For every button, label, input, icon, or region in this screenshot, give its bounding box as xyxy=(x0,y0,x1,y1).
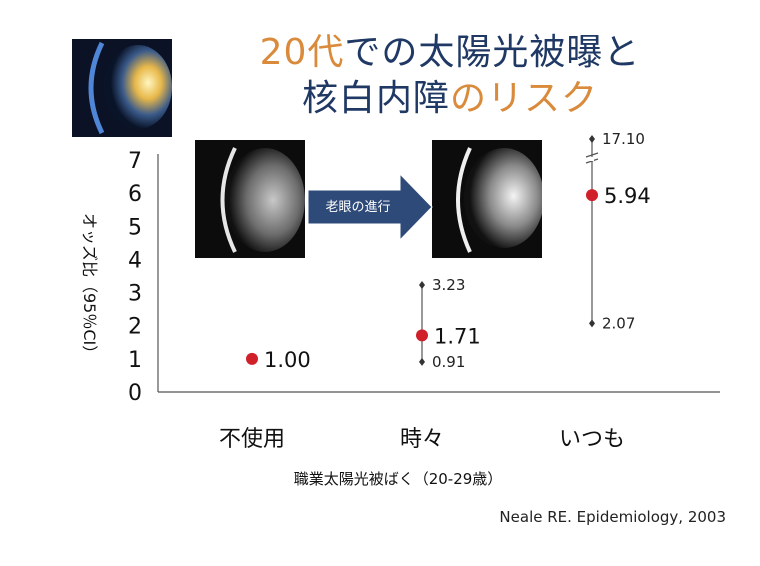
data-point xyxy=(586,189,598,202)
title-part: 20代 xyxy=(259,32,345,73)
lens-cross-section-color-image xyxy=(72,39,172,137)
y-axis-label: オッズ比（95％CI） xyxy=(80,213,99,361)
x-category-label: いつも xyxy=(559,427,625,452)
y-tick-label: 4 xyxy=(128,248,142,273)
y-tick-label: 2 xyxy=(128,315,142,340)
data-point-label: 1.00 xyxy=(264,348,311,372)
progression-arrow xyxy=(307,172,433,242)
ci-lower-label: 0.91 xyxy=(432,353,465,371)
data-point-label: 1.71 xyxy=(434,324,481,348)
ci-lower-cap xyxy=(589,319,595,328)
axis-break-mark xyxy=(585,152,599,158)
data-point xyxy=(246,352,258,365)
y-tick-label: 7 xyxy=(128,149,142,174)
ci-upper-label: 17.10 xyxy=(602,130,645,148)
lens-photo-after xyxy=(432,140,544,258)
lens-photo-before xyxy=(195,140,305,258)
title-part: リスク xyxy=(487,78,599,119)
ci-lower-cap xyxy=(419,357,425,366)
ci-lower-label: 2.07 xyxy=(602,314,635,332)
title-part: 核白内障 xyxy=(301,78,450,119)
y-tick-label: 6 xyxy=(128,182,142,207)
data-point-label: 5.94 xyxy=(604,184,651,208)
y-tick-label: 3 xyxy=(128,282,142,307)
ci-upper-cap xyxy=(589,135,595,143)
citation: Neale RE. Epidemiology, 2003 xyxy=(499,508,726,526)
title-part: の xyxy=(449,78,487,119)
axis-break-gap xyxy=(590,157,594,161)
title-part: での太陽光被曝と xyxy=(344,32,641,73)
arrow-label: 老眼の進行 xyxy=(325,200,390,215)
y-tick-label: 5 xyxy=(128,215,142,240)
slide-title: 20代での太陽光被曝と 核白内障のリスク xyxy=(200,30,700,122)
y-tick-label: 1 xyxy=(128,348,142,373)
ci-upper-cap xyxy=(419,280,425,289)
ci-upper-label: 3.23 xyxy=(432,276,465,294)
x-axis-label: 職業太陽光被ばく（20-29歳） xyxy=(294,470,503,488)
y-tick-label: 0 xyxy=(128,381,142,406)
x-category-label: 不使用 xyxy=(219,427,285,452)
x-category-label: 時々 xyxy=(400,427,444,452)
data-point xyxy=(416,329,428,342)
